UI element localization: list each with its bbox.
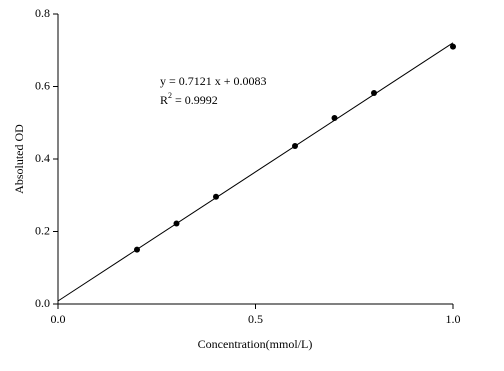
r-base: R: [160, 93, 168, 107]
y-tick-label: 0.0: [35, 296, 50, 310]
y-tick-label: 0.8: [35, 6, 50, 20]
point: [371, 90, 377, 97]
y-axis-label: Absoluted OD: [12, 124, 26, 194]
point: [331, 115, 338, 122]
point: [134, 246, 140, 253]
point: [450, 43, 456, 50]
equation: y = 0.7121 x + 0.0083: [160, 74, 267, 88]
y-tick-label: 0.2: [35, 223, 50, 237]
x-tick-label: 1.0: [446, 312, 461, 326]
point: [213, 193, 219, 200]
x-tick-label: 0.0: [51, 312, 66, 326]
x-axis-label: Concentration(mmol/L): [198, 337, 313, 351]
fit-line: [57, 42, 454, 302]
r-squared: R2 = 0.9992: [160, 91, 218, 107]
point: [292, 142, 298, 149]
y-tick-label: 0.4: [35, 151, 50, 165]
point: [173, 220, 180, 227]
r-rest: = 0.9992: [172, 93, 218, 107]
r-sup: 2: [168, 91, 172, 100]
y-tick-label: 0.6: [35, 78, 50, 92]
x-tick-label: 0.5: [248, 312, 263, 326]
